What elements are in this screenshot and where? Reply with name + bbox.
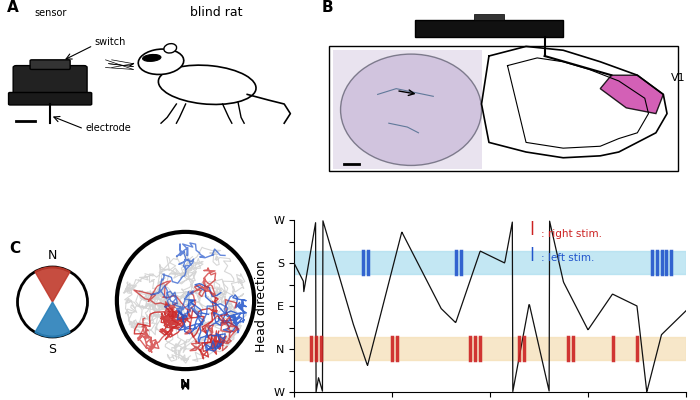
Text: S: S xyxy=(48,343,57,356)
FancyBboxPatch shape xyxy=(414,20,563,37)
Text: V1: V1 xyxy=(671,73,685,83)
Text: N: N xyxy=(181,378,190,391)
Polygon shape xyxy=(35,302,70,337)
Ellipse shape xyxy=(138,49,184,74)
FancyBboxPatch shape xyxy=(30,60,70,70)
Y-axis label: Head direction: Head direction xyxy=(255,260,267,352)
Bar xyxy=(294,337,686,360)
FancyBboxPatch shape xyxy=(8,92,92,105)
FancyBboxPatch shape xyxy=(330,46,678,171)
Text: switch: switch xyxy=(94,38,126,48)
Polygon shape xyxy=(35,267,70,302)
FancyBboxPatch shape xyxy=(333,50,482,169)
Text: : right stim.: : right stim. xyxy=(541,229,602,239)
Ellipse shape xyxy=(341,54,482,166)
Text: : left stim.: : left stim. xyxy=(541,253,594,263)
Text: N: N xyxy=(48,249,57,262)
Ellipse shape xyxy=(158,65,256,104)
Text: electrode: electrode xyxy=(85,123,132,133)
Circle shape xyxy=(117,232,254,369)
Polygon shape xyxy=(601,75,664,114)
Bar xyxy=(294,251,686,274)
Text: C: C xyxy=(9,241,20,256)
Ellipse shape xyxy=(143,54,161,61)
Circle shape xyxy=(18,267,88,337)
Text: B: B xyxy=(322,0,334,15)
Text: sensor: sensor xyxy=(34,8,66,18)
Text: A: A xyxy=(7,0,19,15)
Text: blind rat: blind rat xyxy=(190,6,243,19)
Text: |: | xyxy=(529,247,534,261)
Text: |: | xyxy=(529,221,534,235)
Ellipse shape xyxy=(164,44,176,53)
FancyBboxPatch shape xyxy=(474,14,504,20)
FancyBboxPatch shape xyxy=(13,66,87,96)
